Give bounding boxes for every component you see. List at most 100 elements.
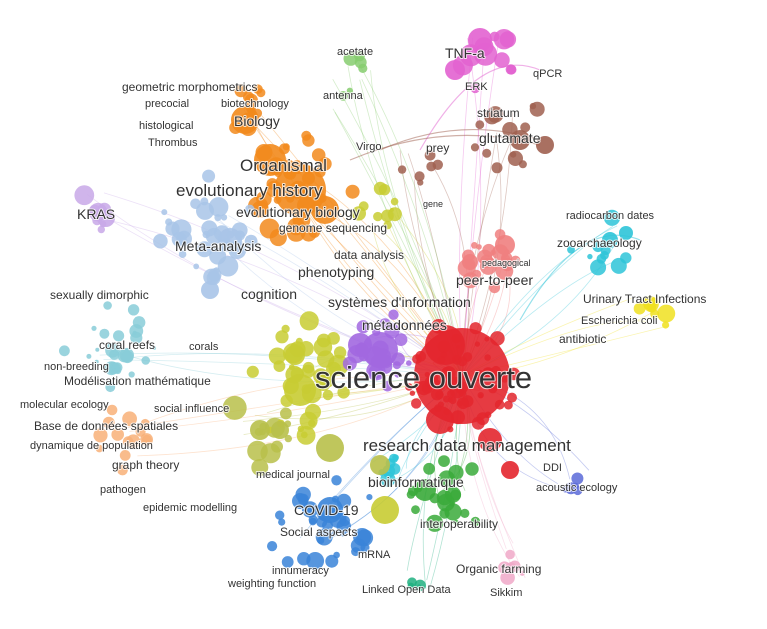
network-node[interactable] <box>299 311 319 331</box>
network-node[interactable] <box>317 536 325 545</box>
node-label[interactable]: Linked Open Data <box>361 583 453 597</box>
network-node[interactable] <box>59 345 70 357</box>
network-node[interactable] <box>351 547 361 557</box>
network-node[interactable] <box>388 309 399 320</box>
network-node[interactable] <box>501 461 519 479</box>
network-node[interactable] <box>218 228 242 252</box>
network-node[interactable] <box>382 380 393 392</box>
node-label[interactable]: corals <box>188 340 220 354</box>
network-node[interactable] <box>346 87 353 94</box>
network-node[interactable] <box>114 367 122 375</box>
network-node[interactable] <box>620 252 632 264</box>
network-node[interactable] <box>119 450 131 461</box>
network-node[interactable] <box>295 337 303 345</box>
node-label[interactable]: science ouverte <box>314 359 533 396</box>
network-node[interactable] <box>132 316 146 329</box>
network-node[interactable] <box>370 455 390 475</box>
network-node[interactable] <box>510 151 517 158</box>
network-node[interactable] <box>109 349 120 360</box>
network-node[interactable] <box>340 531 346 537</box>
network-node[interactable] <box>603 209 621 226</box>
network-node[interactable] <box>394 333 408 346</box>
network-node[interactable] <box>245 204 255 215</box>
network-node[interactable] <box>333 551 340 559</box>
node-label[interactable]: DDI <box>542 461 563 475</box>
network-node[interactable] <box>107 342 112 348</box>
node-label[interactable]: Thrombus <box>147 136 199 150</box>
network-node[interactable] <box>178 250 187 258</box>
network-node[interactable] <box>105 382 116 393</box>
network-node[interactable] <box>657 304 676 323</box>
network-node[interactable] <box>348 333 372 357</box>
node-label[interactable]: Biology <box>233 112 281 130</box>
network-node[interactable] <box>505 562 517 573</box>
network-node[interactable] <box>309 517 317 526</box>
node-label[interactable]: COVID-19 <box>293 501 360 519</box>
network-node[interactable] <box>285 345 305 365</box>
network-node[interactable] <box>519 570 525 576</box>
network-node[interactable] <box>465 462 479 476</box>
node-label[interactable]: Modélisation mathématique <box>63 373 212 389</box>
network-node[interactable] <box>572 482 579 490</box>
node-label[interactable]: molecular ecology <box>19 398 110 412</box>
network-node[interactable] <box>308 419 316 427</box>
node-label[interactable]: genome sequencing <box>278 220 388 236</box>
network-node[interactable] <box>471 242 478 249</box>
network-node[interactable] <box>128 371 135 378</box>
network-node[interactable] <box>338 91 349 101</box>
network-node[interactable] <box>337 386 350 399</box>
network-node[interactable] <box>244 234 258 248</box>
network-node[interactable] <box>510 130 530 150</box>
network-node[interactable] <box>643 296 657 310</box>
node-label[interactable]: TNF-a <box>444 44 486 62</box>
network-node[interactable] <box>439 508 450 519</box>
network-node[interactable] <box>271 440 283 453</box>
network-node[interactable] <box>460 508 470 518</box>
node-label[interactable]: coral reefs <box>98 337 156 353</box>
network-node[interactable] <box>339 515 351 527</box>
network-node[interactable] <box>536 136 554 154</box>
network-node[interactable] <box>316 434 344 462</box>
network-node[interactable] <box>231 106 259 134</box>
node-label[interactable]: acoustic ecology <box>535 481 619 495</box>
node-label[interactable]: Meta-analysis <box>174 237 262 255</box>
node-label[interactable]: Social aspects <box>279 524 358 540</box>
network-node[interactable] <box>373 211 383 222</box>
network-node[interactable] <box>135 426 146 437</box>
node-label[interactable]: prey <box>425 140 450 156</box>
network-node[interactable] <box>91 325 97 331</box>
node-label[interactable]: zooarchaeology <box>556 235 643 251</box>
node-label[interactable]: non-breeding <box>43 360 110 374</box>
network-node[interactable] <box>284 374 316 406</box>
network-node[interactable] <box>426 406 454 434</box>
network-node[interactable] <box>152 346 157 350</box>
network-node[interactable] <box>209 247 227 265</box>
network-node[interactable] <box>383 221 392 230</box>
network-node[interactable] <box>326 361 341 377</box>
network-node[interactable] <box>141 356 150 365</box>
network-node[interactable] <box>284 434 292 443</box>
node-label[interactable]: Virgo <box>355 140 382 154</box>
network-node[interactable] <box>633 302 646 315</box>
network-node[interactable] <box>650 309 660 319</box>
network-node[interactable] <box>379 318 391 330</box>
network-node[interactable] <box>130 331 143 344</box>
node-label[interactable]: histological <box>138 119 194 133</box>
network-node[interactable] <box>331 475 342 486</box>
network-node[interactable] <box>414 479 436 501</box>
network-node[interactable] <box>409 390 416 396</box>
network-node[interactable] <box>381 209 394 223</box>
node-label[interactable]: radiocarbon dates <box>565 209 656 223</box>
network-node[interactable] <box>305 403 321 420</box>
node-label[interactable]: graph theory <box>111 457 180 473</box>
network-node[interactable] <box>333 346 347 359</box>
network-node[interactable] <box>193 263 200 270</box>
network-node[interactable] <box>499 31 517 48</box>
network-node[interactable] <box>505 549 515 560</box>
network-node[interactable] <box>506 64 517 75</box>
network-node[interactable] <box>103 301 112 310</box>
network-node[interactable] <box>95 444 104 453</box>
network-node[interactable] <box>470 83 481 94</box>
network-node[interactable] <box>268 347 286 365</box>
